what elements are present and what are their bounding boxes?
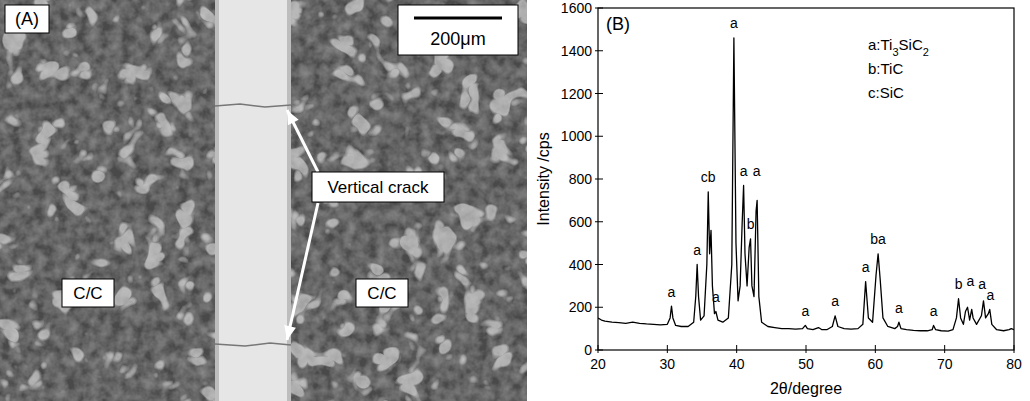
coating-strip <box>215 0 291 401</box>
peak-label: a <box>740 163 748 179</box>
region-label: C/C <box>73 284 102 303</box>
crack <box>215 343 291 346</box>
x-tick-label: 60 <box>868 356 884 372</box>
micrograph-panel: (A) 200μm Vertical crack C/C C/C <box>0 0 527 401</box>
peak-label: a <box>730 15 738 31</box>
region-label-box <box>356 279 408 307</box>
xrd-panel: 0200400600800100012001400160020304050607… <box>535 0 1022 397</box>
x-tick <box>875 345 876 350</box>
y-tick <box>598 136 603 137</box>
figure: (A)200μmVertical crackC/CC/C020040060080… <box>0 0 1030 401</box>
x-tick-label: 40 <box>729 356 745 372</box>
arrow-shaft <box>287 110 318 172</box>
y-tick-label: 200 <box>569 299 593 315</box>
x-tick-label: 80 <box>1006 356 1022 372</box>
peak-label: a <box>966 273 974 289</box>
arrow-shaft <box>287 203 318 340</box>
y-tick <box>598 307 603 308</box>
y-tick-label: 600 <box>569 214 593 230</box>
x-tick <box>944 345 945 350</box>
crack-label: Vertical crack <box>327 178 429 197</box>
x-tick-label: 20 <box>590 356 606 372</box>
peak-label: a <box>930 303 938 319</box>
x-axis-title: 2θ/degree <box>770 380 842 397</box>
peak-label: a <box>693 242 701 258</box>
phase-key: b:TiC <box>868 60 903 77</box>
peak-label: a <box>862 259 870 275</box>
panel-label: (B) <box>606 14 630 34</box>
y-tick-label: 800 <box>569 171 593 187</box>
micrograph-pores <box>0 0 527 401</box>
peak-label: a <box>895 300 903 316</box>
scale-bar-label: 200μm <box>430 29 485 49</box>
crack <box>215 104 291 107</box>
subscript: 3 <box>892 46 898 58</box>
y-tick <box>598 93 603 94</box>
panel-label: (A) <box>15 9 39 29</box>
peak-label: a <box>801 303 809 319</box>
plot-frame <box>598 8 1014 350</box>
peak-label: a <box>978 276 986 292</box>
subscript: 2 <box>923 46 929 58</box>
arrow-head <box>287 110 299 125</box>
x-tick <box>736 345 737 350</box>
peak-label: a <box>753 163 761 179</box>
x-tick-label: 30 <box>660 356 676 372</box>
phase-key: c:SiC <box>868 84 904 101</box>
peak-label: cb <box>701 169 716 185</box>
data-group <box>598 38 1014 331</box>
peak-label: b <box>955 276 963 292</box>
y-tick <box>598 221 603 222</box>
y-tick-label: 1600 <box>561 0 592 16</box>
peak-label: a <box>668 284 676 300</box>
x-tick <box>806 345 807 350</box>
peak-label: b <box>747 216 755 232</box>
coating-edge <box>287 0 291 401</box>
peak-label: a <box>712 289 720 305</box>
phase-key: a:Ti3SiC2 <box>868 36 929 58</box>
scale-bar <box>414 17 502 20</box>
y-tick-label: 1000 <box>561 128 592 144</box>
micrograph-texture <box>0 0 527 401</box>
y-tick <box>598 264 603 265</box>
y-tick-label: 400 <box>569 257 593 273</box>
peak-label: a <box>831 293 839 309</box>
scale-bar-box <box>398 5 518 55</box>
x-tick-label: 70 <box>937 356 953 372</box>
peak-label: a <box>987 287 995 303</box>
y-tick-label: 1200 <box>561 86 592 102</box>
y-tick <box>598 179 603 180</box>
x-tick-label: 50 <box>798 356 814 372</box>
x-tick <box>667 345 668 350</box>
peak-label: ba <box>870 231 886 247</box>
coating-edge <box>215 0 219 401</box>
y-tick <box>598 50 603 51</box>
region-label: C/C <box>367 284 396 303</box>
arrow-head <box>284 325 296 340</box>
panel-label-box <box>5 5 49 33</box>
plot-area <box>598 8 1014 350</box>
micrograph-ground <box>0 0 527 401</box>
region-label-box <box>62 279 114 307</box>
y-tick-label: 1400 <box>561 43 592 59</box>
xrd-line <box>598 38 1014 331</box>
y-axis-title: Intensity /cps <box>535 132 552 225</box>
crack-label-box <box>312 172 444 202</box>
